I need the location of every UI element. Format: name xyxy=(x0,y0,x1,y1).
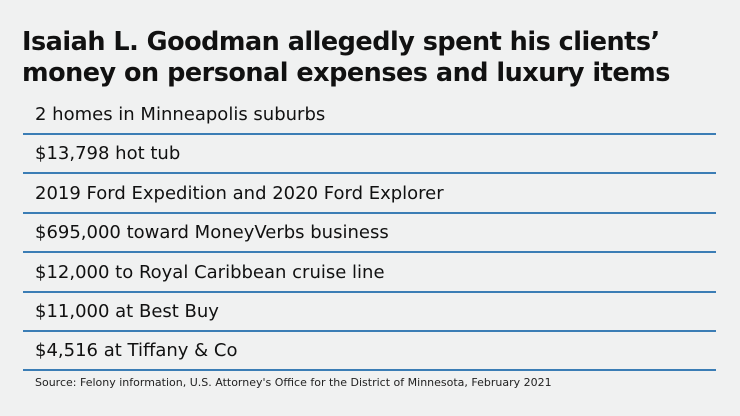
list-item: $4,516 at Tiffany & Co xyxy=(23,333,716,372)
list-item: $11,000 at Best Buy xyxy=(23,294,716,332)
list-item: $13,798 hot tub xyxy=(23,136,716,175)
list-item: 2019 Ford Expedition and 2020 Ford Explo… xyxy=(23,176,716,214)
expense-list: 2 homes in Minneapolis suburbs $13,798 h… xyxy=(23,97,716,373)
list-item: $695,000 toward MoneyVerbs business xyxy=(23,215,716,254)
list-item: $12,000 to Royal Caribbean cruise line xyxy=(23,255,716,293)
infographic-title: Isaiah L. Goodman allegedly spent his cl… xyxy=(22,27,670,88)
list-item: 2 homes in Minneapolis suburbs xyxy=(23,97,716,135)
source-note: Source: Felony information, U.S. Attorne… xyxy=(35,376,552,389)
